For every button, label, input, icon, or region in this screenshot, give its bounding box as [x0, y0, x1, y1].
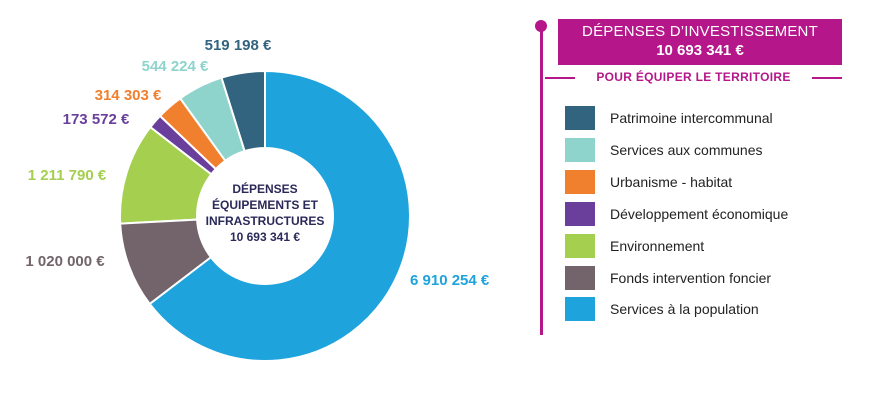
slice-value-label: 314 303 € — [95, 87, 162, 104]
legend-item-services-population: Services à la population — [565, 297, 845, 321]
panel-subtitle-row: POUR ÉQUIPER LE TERRITOIRE — [545, 69, 842, 87]
panel-accent-line — [540, 30, 543, 335]
legend-item-services-communes: Services aux communes — [565, 138, 845, 162]
subtitle-divider-left — [545, 77, 575, 79]
panel-accent-dot — [535, 20, 547, 32]
center-label-line-1: DÉPENSES — [232, 181, 297, 196]
legend-swatch — [565, 106, 595, 130]
panel-subtitle: POUR ÉQUIPER LE TERRITOIRE — [596, 70, 791, 84]
slice-value-label: 544 224 € — [142, 58, 209, 75]
slice-value-label: 1 020 000 € — [25, 253, 105, 270]
legend-label: Services aux communes — [610, 142, 763, 158]
slice-value-label: 519 198 € — [205, 37, 272, 54]
panel-total: 10 693 341 € — [656, 42, 744, 59]
legend-label: Développement économique — [610, 206, 789, 222]
center-label-total: 10 693 341 € — [230, 230, 300, 244]
legend-label: Urbanisme - habitat — [610, 174, 733, 190]
legend-item-developpement: Développement économique — [565, 202, 845, 226]
donut-chart: 519 198 € 544 224 € 314 303 € 173 572 € 1 21… — [25, 37, 490, 362]
legend-swatch — [565, 202, 595, 226]
donut-slice — [148, 69, 411, 362]
legend-label: Environnement — [610, 238, 705, 254]
slice-value-label: 1 211 790 € — [28, 167, 107, 184]
legend-item-urbanisme: Urbanisme - habitat — [565, 170, 845, 194]
donut-slices — [119, 69, 411, 362]
subtitle-divider-right — [812, 77, 842, 79]
center-label-line-2: ÉQUIPEMENTS ET — [212, 197, 319, 212]
legend-label: Patrimoine intercommunal — [610, 110, 773, 126]
legend-item-environnement: Environnement — [565, 234, 845, 258]
legend-item-fonds-foncier: Fonds intervention foncier — [565, 266, 845, 290]
panel-header: DÉPENSES D’INVESTISSEMENT 10 693 341 € — [558, 19, 842, 65]
legend-swatch — [565, 266, 595, 290]
slice-value-label: 6 910 254 € — [410, 272, 490, 289]
center-label-line-3: INFRASTRUCTURES — [206, 214, 325, 228]
legend-swatch — [565, 234, 595, 258]
legend-label: Services à la population — [610, 301, 759, 317]
legend-swatch — [565, 138, 595, 162]
slice-value-labels: 519 198 € 544 224 € 314 303 € 173 572 € 1 21… — [25, 37, 490, 289]
legend-swatch — [565, 297, 595, 321]
slice-value-label: 173 572 € — [63, 111, 130, 128]
legend-item-patrimoine: Patrimoine intercommunal — [565, 106, 845, 130]
legend-label: Fonds intervention foncier — [610, 270, 772, 286]
legend-swatch — [565, 170, 595, 194]
panel-title: DÉPENSES D’INVESTISSEMENT — [582, 23, 818, 40]
